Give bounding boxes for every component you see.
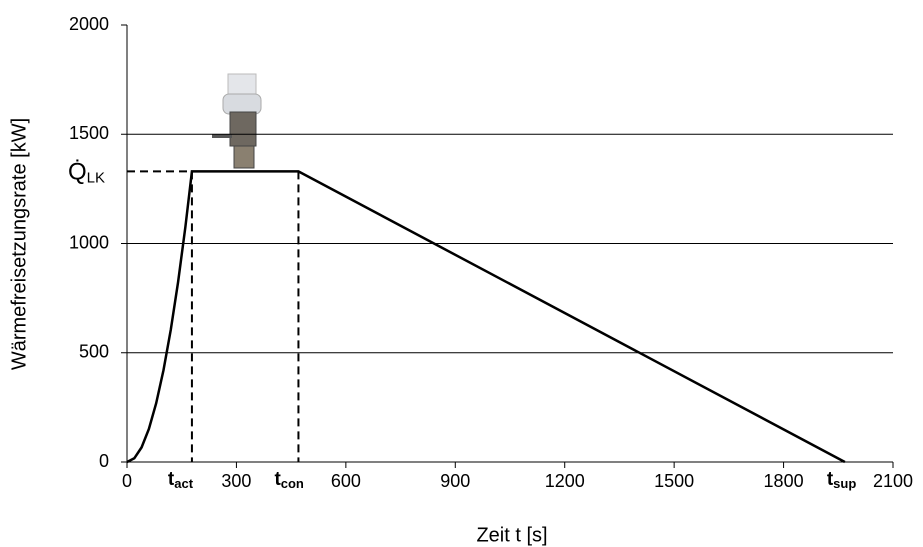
annotation: tcon	[274, 469, 303, 491]
annotation-subscript: sup	[833, 476, 856, 491]
x-tick-label: 900	[440, 471, 470, 491]
y-tick-label: 1500	[69, 123, 109, 143]
line	[126, 170, 846, 464]
valve-nozzle	[233, 145, 255, 169]
x-tick-label: 1800	[764, 471, 804, 491]
x-tick-label: 1200	[545, 471, 585, 491]
annotation: tsup	[827, 469, 856, 491]
annotation: Q̇LK	[68, 158, 105, 186]
annotation-subscript: con	[281, 476, 304, 491]
y-tick-label: 500	[79, 342, 109, 362]
annotation-symbol: t	[827, 469, 834, 490]
annotation-symbol: t	[274, 469, 281, 490]
x-tick-label: 600	[331, 471, 361, 491]
annotation-symbol: Q̇	[68, 158, 87, 186]
x-tick-label: 1500	[654, 471, 694, 491]
annotation-subscript: act	[174, 476, 193, 491]
valve-base	[229, 111, 257, 147]
y-tick-label: 2000	[69, 14, 109, 34]
valve-icon	[212, 73, 262, 169]
x-axis-label: Zeit t [s]	[476, 524, 547, 546]
y-tick-label: 1000	[69, 232, 109, 252]
x-tick-label: 300	[221, 471, 251, 491]
annotation: tact	[168, 469, 194, 491]
x-tick-label: 0	[122, 471, 132, 491]
valve-top	[227, 73, 257, 97]
annotation-subscript: LK	[87, 169, 105, 186]
y-axis-label: Wärmefreisetzungsrate [kW]	[8, 118, 30, 370]
annotation-symbol: t	[168, 469, 175, 490]
y-tick-label: 0	[99, 451, 109, 471]
x-tick-label: 2100	[873, 471, 913, 491]
valve-body	[222, 93, 262, 115]
